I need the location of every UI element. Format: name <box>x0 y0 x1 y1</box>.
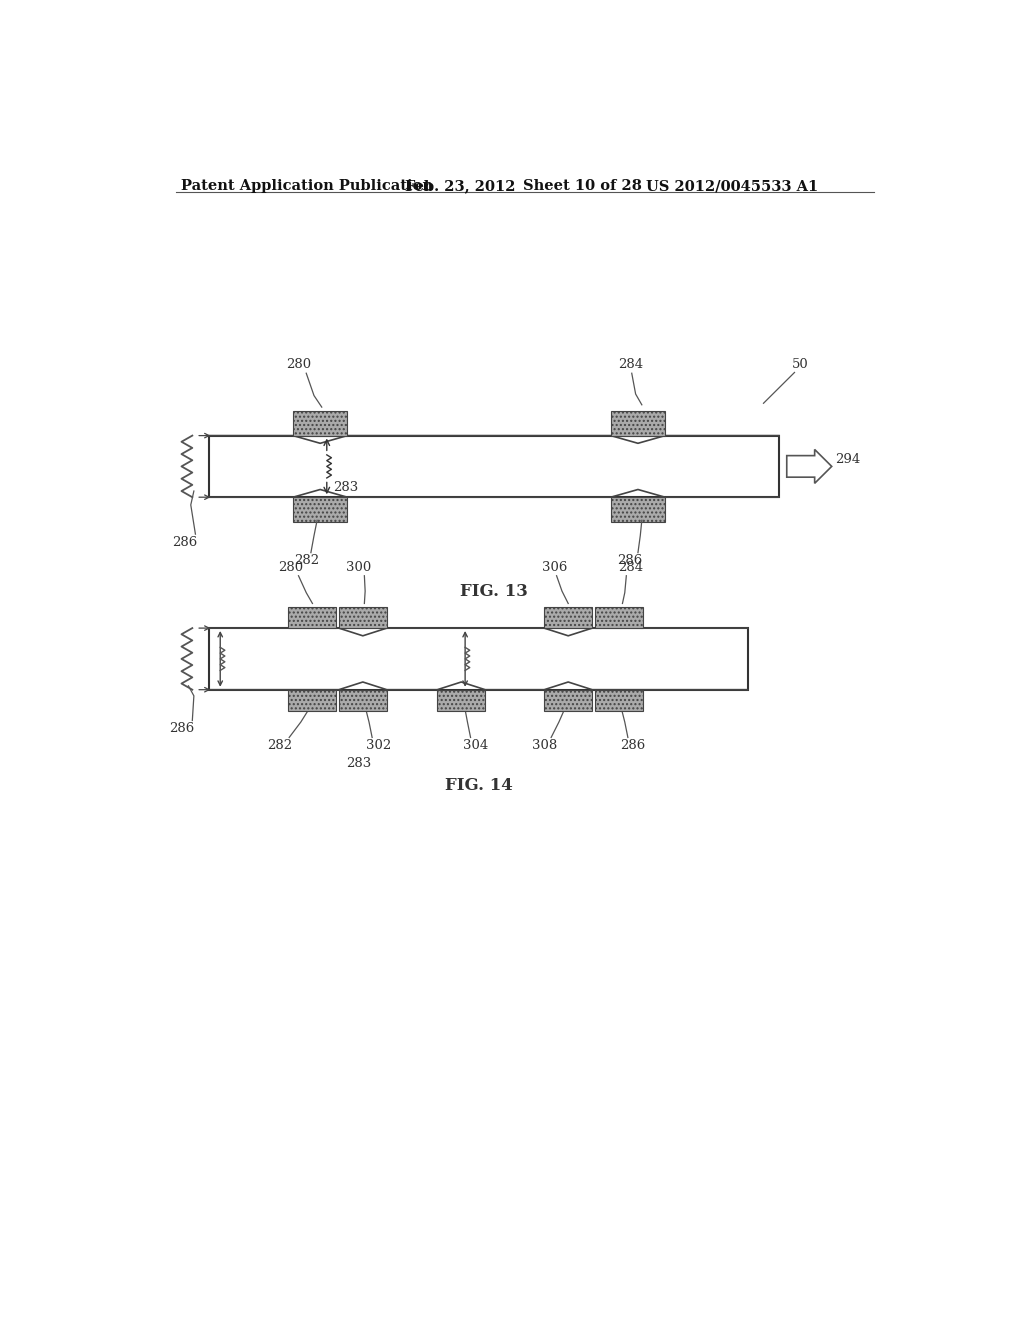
Bar <box>611 498 665 521</box>
Bar <box>611 411 665 436</box>
Text: 280: 280 <box>279 561 303 574</box>
Text: US 2012/0045533 A1: US 2012/0045533 A1 <box>646 180 818 193</box>
Bar <box>293 411 347 436</box>
Text: 283: 283 <box>333 482 358 495</box>
Polygon shape <box>786 449 831 483</box>
Bar <box>339 689 387 711</box>
Text: FIG. 14: FIG. 14 <box>444 776 513 793</box>
Bar <box>544 689 592 711</box>
Text: 308: 308 <box>532 739 558 752</box>
Text: 282: 282 <box>294 554 318 568</box>
Text: 286: 286 <box>172 536 198 549</box>
Text: 284: 284 <box>617 358 643 371</box>
Text: 306: 306 <box>542 561 567 574</box>
Bar <box>595 689 643 711</box>
Bar <box>544 607 592 628</box>
Bar <box>209 436 779 498</box>
Text: 284: 284 <box>617 561 643 574</box>
Bar <box>595 607 643 628</box>
Bar <box>209 628 748 689</box>
Text: 304: 304 <box>463 739 487 752</box>
Bar <box>437 689 485 711</box>
Text: 282: 282 <box>267 739 293 752</box>
Text: 302: 302 <box>366 739 391 752</box>
Text: Feb. 23, 2012: Feb. 23, 2012 <box>406 180 516 193</box>
Text: 286: 286 <box>617 554 643 568</box>
Text: 286: 286 <box>620 739 645 752</box>
Bar <box>293 498 347 521</box>
Text: 280: 280 <box>286 358 311 371</box>
Bar <box>339 607 387 628</box>
Bar <box>209 436 779 498</box>
Text: Patent Application Publication: Patent Application Publication <box>180 180 433 193</box>
Text: FIG. 13: FIG. 13 <box>460 583 528 601</box>
Text: Sheet 10 of 28: Sheet 10 of 28 <box>523 180 642 193</box>
Text: 294: 294 <box>836 453 861 466</box>
Bar <box>289 607 337 628</box>
Bar <box>209 628 748 689</box>
Bar <box>289 689 337 711</box>
Text: 300: 300 <box>346 561 372 574</box>
Text: 50: 50 <box>792 358 808 371</box>
Text: 283: 283 <box>346 758 372 771</box>
Text: 286: 286 <box>170 722 195 735</box>
